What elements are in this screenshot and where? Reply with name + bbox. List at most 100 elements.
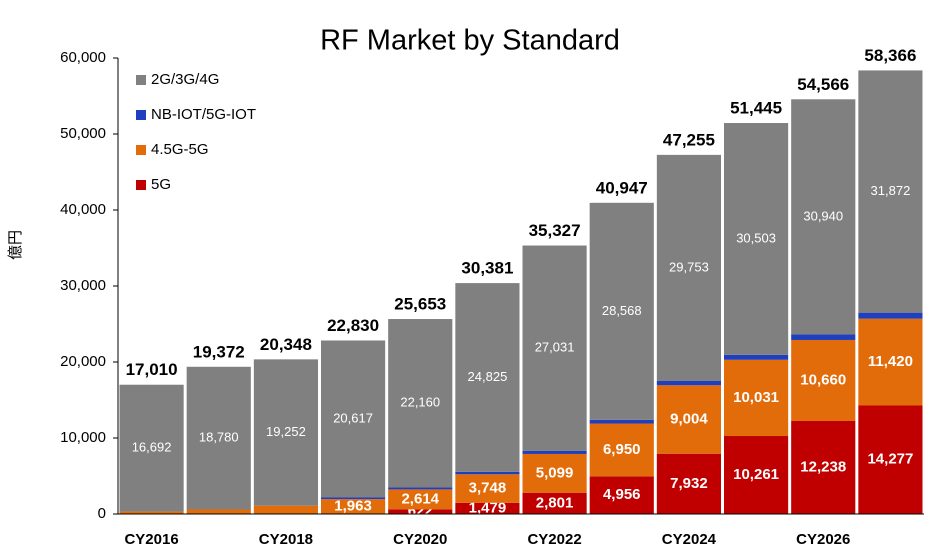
bar-segment [321,499,386,514]
bar-segment [724,123,789,355]
bar-segment [656,385,721,454]
legend-label: 4.5G-5G [151,141,209,158]
bar-segment [455,471,520,475]
data-label: 27,031 [535,340,575,355]
bar-segment [724,359,789,437]
bar-segment [858,318,923,406]
data-label: 6,950 [603,441,641,458]
bar-segment [388,509,453,514]
bar-segment [388,319,453,488]
x-tick-label: CY2022 [527,531,581,548]
data-label: 24,825 [468,369,508,384]
bar-segment [589,419,654,424]
bar-segment [455,283,520,472]
bar-segment [388,487,453,490]
bar-segment [522,453,587,493]
legend-swatch [136,145,146,155]
bar-segment [791,99,856,335]
legend-swatch [136,180,146,190]
data-label: 30,503 [736,230,776,245]
y-tick-label: 10,000 [60,429,106,446]
bar-segment [186,366,251,510]
total-label: 30,381 [461,259,513,278]
legend-label: 2G/3G/4G [151,71,219,88]
bar-segment [388,489,453,510]
total-label: 25,653 [394,295,446,314]
y-axis-label: 億円 [7,230,24,260]
data-label: 19,252 [266,424,306,439]
total-label: 22,830 [327,316,379,335]
total-label: 47,255 [663,130,715,149]
bar-segment [724,436,789,514]
bar-segment [455,502,520,514]
bar-segment [724,354,789,360]
data-label: 9,004 [670,410,708,427]
data-label: 18,780 [199,430,239,445]
data-label: 2,614 [401,490,439,507]
legend-label: 5G [151,176,171,193]
y-tick-label: 60,000 [60,49,106,66]
total-label: 17,010 [126,360,178,379]
legend-swatch [136,75,146,85]
x-tick-label: CY2026 [796,531,850,548]
data-label: 31,872 [871,183,911,198]
bar-segment [522,492,587,514]
data-label: 4,956 [603,486,641,503]
bar-segment [656,154,721,381]
x-tick-label: CY2018 [259,531,313,548]
bar-segment [656,380,721,386]
data-label: 1,479 [469,499,507,516]
bar-segment [522,450,587,454]
legend-swatch [136,110,146,120]
bar-segment [791,334,856,340]
data-label: 5,099 [536,464,574,481]
bar-segment [455,474,520,503]
data-label: 29,753 [669,259,709,274]
data-label: 7,932 [670,475,708,492]
data-label: 1,963 [334,498,372,515]
data-label: 22,160 [400,395,440,410]
bar-segment [186,509,251,514]
data-label: 16,692 [132,440,172,455]
bar-segment [858,70,923,313]
data-label: 20,617 [333,410,373,425]
y-tick-label: 0 [98,505,106,522]
data-label: 12,238 [800,458,846,475]
y-tick-label: 40,000 [60,201,106,218]
bar-segment [321,340,386,498]
data-label: 2,801 [536,494,574,511]
bar-segment [253,359,318,506]
total-label: 58,366 [864,46,916,65]
x-tick-label: CY2016 [124,531,178,548]
bar-segment [858,312,923,319]
bar-segment [791,420,856,514]
bar-segment [589,202,654,420]
total-label: 40,947 [596,178,648,197]
data-label: 14,277 [867,451,913,468]
chart-title: RF Market by Standard [320,25,620,57]
y-tick-label: 20,000 [60,353,106,370]
bar-segment [321,497,386,500]
bar-segment [589,476,654,514]
data-label: 10,261 [733,466,779,483]
total-label: 35,327 [529,221,581,240]
bar-segment [858,405,923,514]
bar-segment [589,423,654,477]
data-label: 30,940 [803,208,843,223]
y-tick-label: 30,000 [60,277,106,294]
data-label: 10,660 [800,371,846,388]
x-tick-label: CY2020 [393,531,447,548]
total-label: 54,566 [797,75,849,94]
bar-segment [791,339,856,421]
bar-segment [119,384,184,512]
y-tick-label: 50,000 [60,125,106,142]
data-label: 3,748 [469,479,507,496]
data-label: 11,420 [868,353,913,370]
total-label: 20,348 [260,335,312,354]
data-label: 10,031 [733,389,779,406]
bar-segment [656,453,721,514]
total-label: 51,445 [730,99,782,118]
legend-label: NB-IOT/5G-IOT [151,106,256,123]
bar-segment [253,505,318,514]
